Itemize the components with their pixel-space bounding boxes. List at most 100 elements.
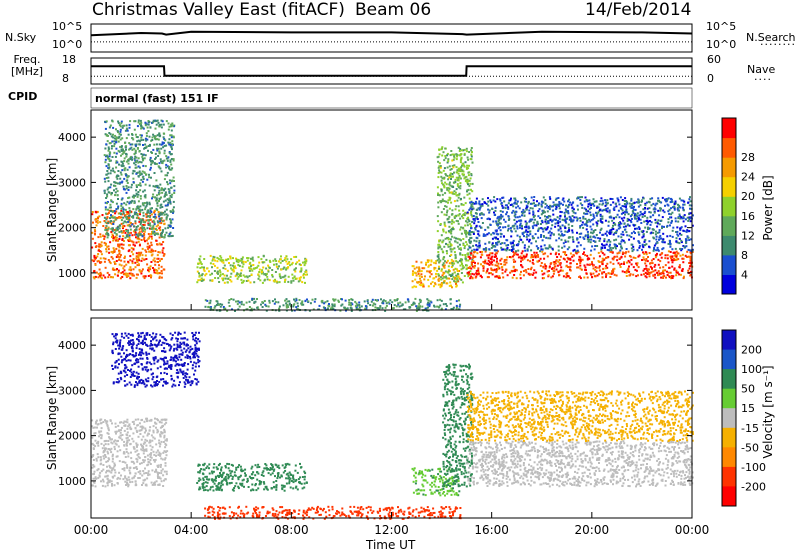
echo-cell — [601, 263, 604, 266]
echo-cell — [421, 283, 424, 286]
echo-cell — [657, 199, 659, 202]
echo-cell — [669, 234, 672, 237]
echo-cell — [293, 268, 296, 271]
echo-cell — [107, 146, 110, 149]
echo-cell — [115, 137, 118, 140]
echo-cell — [481, 250, 484, 253]
echo-cell — [684, 238, 687, 241]
echo-cell — [506, 204, 508, 207]
echo-cell — [448, 196, 451, 199]
echo-cell — [142, 144, 144, 146]
echo-cell — [162, 211, 165, 214]
echo-cell — [646, 260, 649, 263]
echo-cell — [471, 231, 474, 233]
echo-cell — [625, 200, 628, 202]
echo-cell — [689, 257, 692, 260]
echo-cell — [564, 218, 567, 221]
echo-cell — [206, 299, 209, 302]
echo-cell — [163, 423, 166, 426]
echo-cell — [240, 300, 243, 303]
echo-cell — [465, 150, 468, 153]
echo-cell — [477, 272, 480, 275]
echo-cell — [590, 228, 593, 231]
echo-cell — [513, 252, 516, 255]
echo-cell — [283, 280, 286, 283]
echo-cell — [230, 267, 233, 270]
echo-cell — [121, 153, 124, 156]
echo-cell — [113, 484, 116, 487]
echo-cell — [527, 200, 530, 203]
echo-cell — [293, 256, 296, 258]
echo-cell — [251, 299, 254, 301]
echo-cell — [385, 302, 388, 305]
echo-cell — [618, 251, 621, 254]
echo-cell — [146, 434, 149, 437]
echo-cell — [97, 249, 100, 252]
echo-cell — [302, 261, 304, 264]
echo-cell — [531, 202, 534, 205]
echo-cell — [140, 121, 143, 124]
echo-cell — [125, 218, 128, 220]
echo-cell — [530, 254, 533, 257]
echo-cell — [454, 178, 457, 181]
echo-cell — [226, 281, 229, 284]
echo-cell — [573, 248, 576, 251]
echo-cell — [160, 119, 163, 122]
echo-cell — [237, 308, 240, 311]
echo-cell — [124, 129, 127, 132]
echo-cell — [557, 249, 560, 252]
echo-cell — [125, 203, 128, 206]
echo-cell — [468, 197, 471, 200]
echo-cell — [141, 254, 144, 257]
echo-cell — [449, 154, 452, 157]
echo-cell — [293, 298, 295, 301]
echo-cell — [260, 271, 263, 273]
echo-cell — [128, 123, 131, 126]
echo-cell — [415, 305, 418, 308]
echo-cell — [265, 272, 268, 275]
echo-cell — [144, 249, 147, 252]
echo-cell — [98, 273, 101, 276]
echo-cell — [160, 222, 163, 225]
echo-cell — [221, 273, 224, 276]
echo-cell — [479, 251, 482, 253]
echo-cell — [612, 201, 615, 204]
echo-cell — [660, 276, 663, 279]
echo-cell — [295, 306, 298, 309]
echo-cell — [525, 253, 528, 256]
echo-cell — [521, 241, 524, 244]
echo-cell — [167, 156, 170, 159]
echo-cell — [461, 267, 464, 270]
echo-cell — [128, 207, 131, 210]
echo-cell — [554, 218, 557, 221]
echo-cell — [502, 226, 505, 229]
echo-cell — [681, 257, 684, 260]
echo-cell — [124, 231, 127, 234]
echo-cell — [247, 279, 250, 282]
echo-cell — [444, 276, 447, 279]
echo-cell — [105, 154, 108, 157]
echo-cell — [140, 270, 143, 273]
noise-panel-frame — [90, 23, 693, 53]
echo-cell — [103, 192, 106, 195]
echo-cell — [568, 236, 571, 239]
echo-cell — [613, 231, 616, 234]
echo-cell — [94, 275, 97, 278]
echo-cell — [301, 301, 304, 304]
echo-cell — [679, 232, 681, 235]
echo-cell — [145, 216, 148, 219]
echo-cell — [147, 219, 150, 222]
echo-cell — [671, 235, 674, 238]
echo-cell — [249, 261, 252, 264]
echo-cell — [163, 222, 166, 225]
echo-cell — [279, 275, 282, 278]
echo-cell — [595, 214, 598, 217]
echo-cell — [534, 204, 537, 207]
echo-cell — [219, 259, 222, 262]
echo-cell — [345, 307, 348, 310]
echo-cell — [513, 214, 516, 217]
echo-cell — [653, 246, 656, 249]
echo-cell — [132, 181, 135, 184]
echo-cell — [673, 268, 676, 271]
echo-cell — [476, 245, 479, 248]
